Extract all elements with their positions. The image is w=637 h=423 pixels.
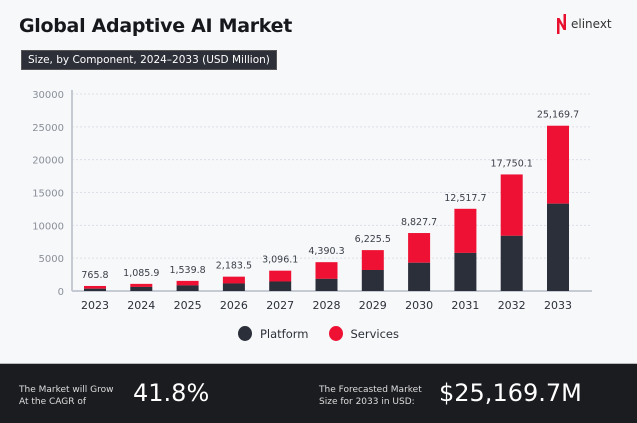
x-tick-label: 2033: [544, 299, 572, 312]
legend: Platform Services: [0, 326, 637, 341]
data-label: 765.8: [81, 270, 108, 281]
y-tick-label: 15000: [32, 189, 64, 200]
bar-services: [176, 280, 199, 286]
legend-item-services[interactable]: Services: [328, 326, 400, 341]
bar-platform: [408, 262, 431, 291]
stacked-bar-chart: 0 5000 10000 15000 20000 25000 30000 765.8 2023 1…: [32, 90, 592, 312]
bar-platform: [130, 286, 153, 291]
bar-services: [269, 270, 292, 282]
chart-subtitle: Size, by Component, 2024–2033 (USD Milli…: [21, 50, 277, 70]
y-tick-label: 25000: [32, 123, 64, 134]
platform-dot-icon: [238, 326, 252, 341]
data-label: 6,225.5: [355, 234, 391, 245]
data-label: 3,096.1: [262, 255, 298, 266]
forecast-label: The Forecasted Market Size for 2033 in U…: [319, 384, 422, 408]
legend-item-platform[interactable]: Platform: [238, 326, 309, 341]
services-dot-icon: [328, 326, 343, 341]
cagr-value: 41.8%: [133, 379, 210, 407]
data-label: 1,085.9: [123, 268, 159, 279]
cagr-label: The Market will Grow At the CAGR of: [19, 384, 113, 408]
bar-services: [84, 285, 106, 289]
x-tick-label: 2031: [451, 299, 479, 312]
cagr-label-line2: At the CAGR of: [19, 397, 87, 407]
chart-title: Global Adaptive AI Market: [19, 15, 293, 37]
x-tick-label: 2025: [174, 299, 202, 312]
bar-services: [454, 208, 477, 253]
data-label: 1,539.8: [169, 265, 205, 276]
data-label: 8,827.7: [401, 217, 437, 228]
bar-platform: [222, 283, 245, 291]
footer-stats: The Market will Grow At the CAGR of 41.8…: [0, 363, 637, 423]
x-tick-label: 2027: [266, 299, 294, 312]
logo-mark-icon: [557, 14, 566, 34]
x-tick-label: 2024: [127, 299, 155, 312]
bar-platform: [361, 269, 384, 291]
bar-platform: [176, 285, 199, 291]
data-label: 25,169.7: [537, 110, 579, 121]
logo-text: elinext: [571, 17, 612, 31]
legend-label-services: Services: [350, 326, 400, 341]
y-tick-label: 20000: [32, 156, 64, 167]
x-tick-label: 2032: [498, 299, 526, 312]
bar-services: [547, 125, 569, 204]
x-tick-label: 2029: [359, 299, 387, 312]
bar-services: [222, 276, 245, 284]
x-tick-label: 2030: [405, 299, 433, 312]
bar-platform: [547, 203, 569, 291]
bar-platform: [269, 281, 292, 291]
bar-services: [500, 174, 523, 236]
y-tick-label: 0: [58, 287, 64, 298]
data-label: 12,517.7: [444, 193, 486, 204]
y-tick-label: 30000: [32, 90, 64, 101]
bar-platform: [84, 288, 106, 291]
forecast-value: $25,169.7M: [439, 379, 582, 407]
elinext-logo: elinext: [557, 14, 612, 34]
bar-services: [130, 283, 153, 287]
bar-services: [408, 233, 431, 263]
cagr-label-line1: The Market will Grow: [19, 385, 114, 395]
data-label: 2,183.5: [216, 261, 252, 272]
data-label: 17,750.1: [491, 158, 533, 169]
bar-services: [361, 250, 384, 270]
bar-platform: [315, 278, 338, 291]
legend-label-platform: Platform: [260, 326, 309, 341]
y-tick-label: 5000: [39, 254, 64, 265]
forecast-label-line1: The Forecasted Market: [319, 385, 422, 395]
bar-platform: [454, 252, 477, 291]
bar-platform: [500, 235, 523, 291]
x-tick-label: 2028: [313, 299, 341, 312]
bar-services: [315, 262, 338, 279]
forecast-label-line2: Size for 2033 in USD:: [319, 397, 415, 407]
data-label: 4,390.3: [308, 246, 344, 257]
y-tick-label: 10000: [32, 221, 64, 232]
x-tick-label: 2026: [220, 299, 248, 312]
x-tick-label: 2023: [81, 299, 109, 312]
